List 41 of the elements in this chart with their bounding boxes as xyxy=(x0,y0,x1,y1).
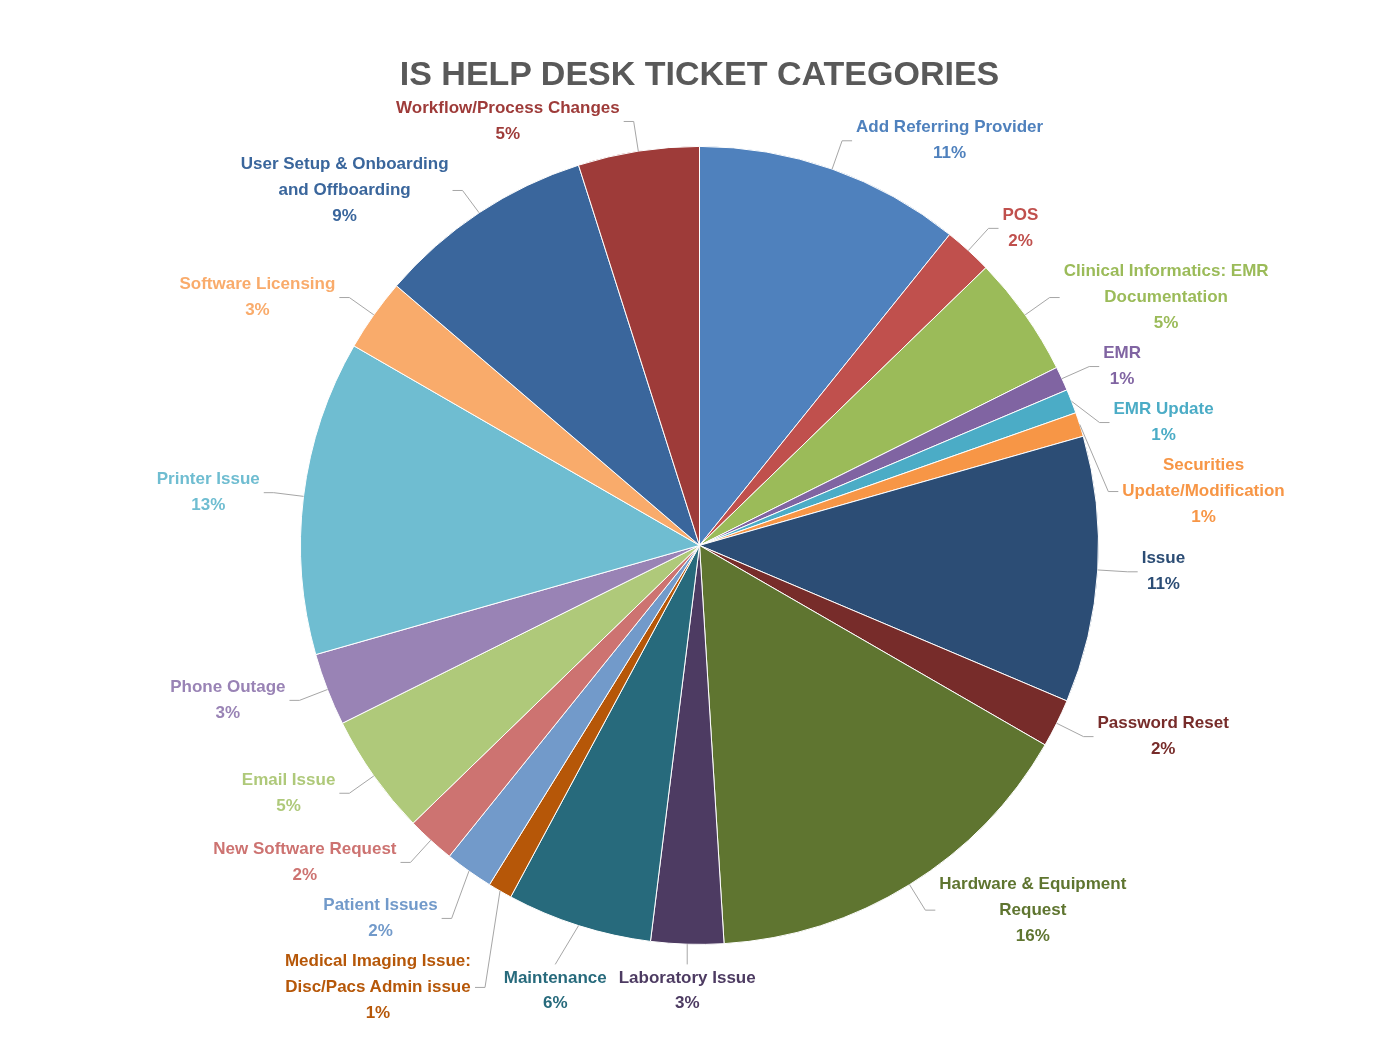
data-label: 5% xyxy=(495,124,521,144)
data-label: 1% xyxy=(1151,425,1176,445)
slice-label: POS xyxy=(1002,205,1039,225)
data-label: 3% xyxy=(215,703,241,723)
data-label: 2% xyxy=(1008,231,1033,251)
slice-label: New Software Request xyxy=(213,839,397,859)
slice-label: Phone Outage xyxy=(170,677,286,697)
data-label: 2% xyxy=(1150,739,1176,759)
slice-label: Software Licensing xyxy=(179,274,336,294)
data-label: 1% xyxy=(365,1003,391,1023)
chart-title: IS HELP DESK TICKET CATEGORIES xyxy=(399,53,1000,92)
slice-label: User Setup & Onboarding and Offboarding xyxy=(240,154,449,200)
data-label: 5% xyxy=(1153,313,1179,333)
data-label: 5% xyxy=(276,795,301,815)
data-label: 2% xyxy=(368,921,393,941)
slice-label: EMR Update xyxy=(1113,399,1214,419)
data-label: 3% xyxy=(245,300,270,320)
data-label: 16% xyxy=(1015,925,1050,945)
slice-label: Printer Issue xyxy=(156,469,260,489)
slice-label: Email Issue xyxy=(241,769,336,789)
slice-label: Add Referring Provider xyxy=(856,117,1044,137)
slice-label: Clinical Informatics: EMR Documentation xyxy=(1063,261,1269,307)
data-label: 6% xyxy=(542,993,568,1013)
slice-label: Laboratory Issue xyxy=(618,968,756,988)
data-label: 11% xyxy=(1146,574,1180,594)
slice-label: EMR xyxy=(1103,343,1142,363)
slice-label: Securities Update/Modification xyxy=(1122,455,1285,501)
data-label: 13% xyxy=(191,495,226,515)
slice-label: Patient Issues xyxy=(323,895,438,915)
slice-label: Issue xyxy=(1141,548,1186,568)
slice-label: Maintenance xyxy=(503,968,607,988)
slice-label: Password Reset xyxy=(1097,713,1230,733)
slice-label: Hardware & Equipment Request xyxy=(939,873,1127,919)
slice-label: Workflow/Process Changes xyxy=(396,98,620,118)
data-label: 11% xyxy=(933,143,967,163)
data-label: 1% xyxy=(1191,507,1216,527)
data-label: 9% xyxy=(332,206,357,226)
data-label: 1% xyxy=(1109,369,1135,389)
data-label: 3% xyxy=(674,993,700,1013)
slice-label: Medical Imaging Issue: Disc/Pacs Admin issue xyxy=(284,951,471,997)
data-label: 2% xyxy=(292,865,318,885)
